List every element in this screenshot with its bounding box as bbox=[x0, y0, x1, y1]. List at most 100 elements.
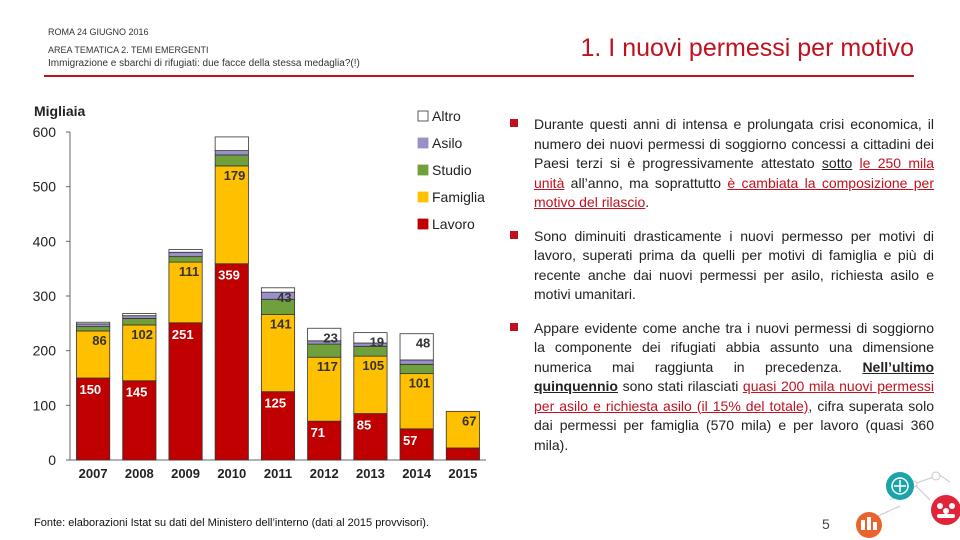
bar-lavoro-2010 bbox=[214, 263, 249, 461]
y-tick-label: 300 bbox=[33, 288, 57, 304]
page-number: 5 bbox=[822, 516, 830, 532]
bullet-2: Sono diminuiti drasticamente i nuovi per… bbox=[510, 227, 934, 305]
data-label: 102 bbox=[131, 327, 153, 342]
data-label: 86 bbox=[92, 333, 106, 348]
legend-swatch-lavoro bbox=[417, 218, 429, 230]
data-label: 111 bbox=[179, 264, 199, 279]
bar-lavoro-2009 bbox=[168, 322, 203, 461]
legend-swatch-famiglia bbox=[417, 191, 429, 203]
x-tick-label: 2011 bbox=[264, 466, 292, 481]
bar-altro-2014 bbox=[399, 333, 434, 361]
bar-famiglia-2007 bbox=[76, 330, 111, 379]
data-label: 105 bbox=[362, 358, 384, 373]
data-label: 251 bbox=[172, 327, 194, 342]
y-tick-label: 400 bbox=[33, 233, 57, 249]
bar-famiglia-2010 bbox=[214, 165, 249, 265]
bar-asilo-2008 bbox=[122, 315, 157, 319]
data-label: 71 bbox=[311, 425, 325, 440]
bullet-text: Durante questi anni di intensa e prolung… bbox=[534, 116, 934, 171]
bar-altro-2008 bbox=[122, 313, 157, 317]
bar-studio-2010 bbox=[214, 154, 249, 167]
header-subtitle: Immigrazione e sbarchi di rifugiati: due… bbox=[48, 58, 360, 69]
data-label: 57 bbox=[403, 433, 417, 448]
data-label: 23 bbox=[323, 330, 337, 345]
bar-famiglia-2012 bbox=[307, 356, 342, 422]
x-tick-label: 2008 bbox=[125, 466, 154, 481]
y-tick-label: 500 bbox=[33, 179, 57, 195]
bar-altro-2010 bbox=[214, 136, 249, 151]
source-note: Fonte: elaborazioni Istat su dati del Mi… bbox=[34, 517, 429, 529]
bar-asilo-2007 bbox=[76, 323, 111, 328]
bullet-text: Appare evidente come anche tra i nuovi p… bbox=[534, 319, 934, 375]
data-label: 117 bbox=[317, 359, 338, 374]
bullet-text: . bbox=[645, 194, 650, 210]
bar-studio-2014 bbox=[399, 363, 434, 375]
bullet-text: quasi 200 mila nuovi permessi per asilo … bbox=[534, 378, 934, 414]
y-tick-label: 100 bbox=[33, 397, 57, 413]
bullet-text: sono stati rilasciati bbox=[617, 378, 743, 394]
x-tick-label: 2010 bbox=[217, 466, 246, 481]
bullet-text: le 250 mila unità bbox=[534, 155, 934, 191]
chart-logo-icon bbox=[856, 505, 901, 538]
data-label: 43 bbox=[277, 290, 291, 305]
bullet-text: sotto bbox=[821, 155, 853, 171]
x-tick-label: 2012 bbox=[310, 466, 339, 481]
data-label: 150 bbox=[79, 382, 101, 397]
data-label: 19 bbox=[370, 335, 384, 350]
x-tick-label: 2007 bbox=[79, 466, 108, 481]
bar-studio-2008 bbox=[122, 318, 157, 326]
y-tick-label: 200 bbox=[33, 343, 57, 359]
bullet-3: Appare evidente come anche tra i nuovi p… bbox=[510, 319, 934, 456]
bar-famiglia-2011 bbox=[260, 314, 296, 393]
data-label: 48 bbox=[416, 336, 430, 351]
bar-famiglia-2015 bbox=[445, 410, 480, 449]
bar-lavoro-2013 bbox=[353, 413, 388, 461]
data-label: 85 bbox=[357, 418, 371, 433]
x-tick-label: 2015 bbox=[448, 466, 477, 481]
title-divider bbox=[44, 75, 914, 77]
data-label: 145 bbox=[126, 385, 148, 400]
bullet-1: Durante questi anni di intensa e prolung… bbox=[510, 115, 934, 213]
legend-swatch-altro bbox=[417, 110, 429, 122]
people-logo-icon bbox=[931, 495, 960, 525]
legend-label-famiglia: Famiglia bbox=[432, 189, 485, 205]
bar-asilo-2009 bbox=[168, 251, 203, 258]
data-label: 67 bbox=[462, 413, 476, 428]
y-tick-label: 600 bbox=[33, 124, 57, 140]
bar-famiglia-2008 bbox=[122, 324, 157, 382]
bar-altro-2007 bbox=[76, 321, 111, 325]
logo-decoration bbox=[856, 471, 960, 538]
bar-altro-2013 bbox=[353, 332, 388, 344]
bar-famiglia-2013 bbox=[353, 355, 388, 414]
data-label: 101 bbox=[409, 376, 431, 391]
data-label: 141 bbox=[270, 317, 292, 332]
bar-lavoro-2015 bbox=[445, 447, 480, 461]
y-axis-label: Migliaia bbox=[34, 103, 86, 119]
bar-studio-2012 bbox=[307, 343, 342, 358]
bar-asilo-2010 bbox=[214, 150, 249, 156]
y-tick-label: 0 bbox=[48, 452, 56, 468]
legend-label-asilo: Asilo bbox=[432, 135, 463, 151]
legend-label-altro: Altro bbox=[432, 108, 461, 124]
header-area: AREA TEMATICA 2. TEMI EMERGENTI bbox=[48, 45, 209, 55]
x-tick-label: 2014 bbox=[402, 466, 432, 481]
bullet-text: è cambiata la composizione per motivo de… bbox=[534, 174, 934, 211]
network-logo-icon bbox=[886, 471, 951, 501]
bar-famiglia-2014 bbox=[399, 373, 434, 430]
legend-swatch-studio bbox=[417, 164, 429, 176]
data-label: 179 bbox=[224, 168, 246, 183]
x-tick-label: 2009 bbox=[171, 466, 200, 481]
bullet-list: Durante questi anni di intensa e prolung… bbox=[510, 115, 934, 469]
x-tick-label: 2013 bbox=[356, 466, 385, 481]
bullet-marker bbox=[510, 230, 518, 239]
data-label: 359 bbox=[218, 268, 240, 283]
bullet-text: Nell’ultimo quinquennio bbox=[534, 358, 934, 395]
legend-label-lavoro: Lavoro bbox=[432, 216, 475, 232]
bullet-text: all’anno, ma soprattutto bbox=[564, 174, 728, 191]
bullet-text: , cifra superata solo dai permessi per f… bbox=[534, 397, 934, 453]
bar-lavoro-2012 bbox=[307, 420, 342, 461]
bar-altro-2009 bbox=[168, 249, 203, 253]
bullet-text bbox=[852, 155, 859, 171]
data-label: 125 bbox=[264, 396, 286, 411]
bar-altro-2012 bbox=[307, 327, 342, 342]
